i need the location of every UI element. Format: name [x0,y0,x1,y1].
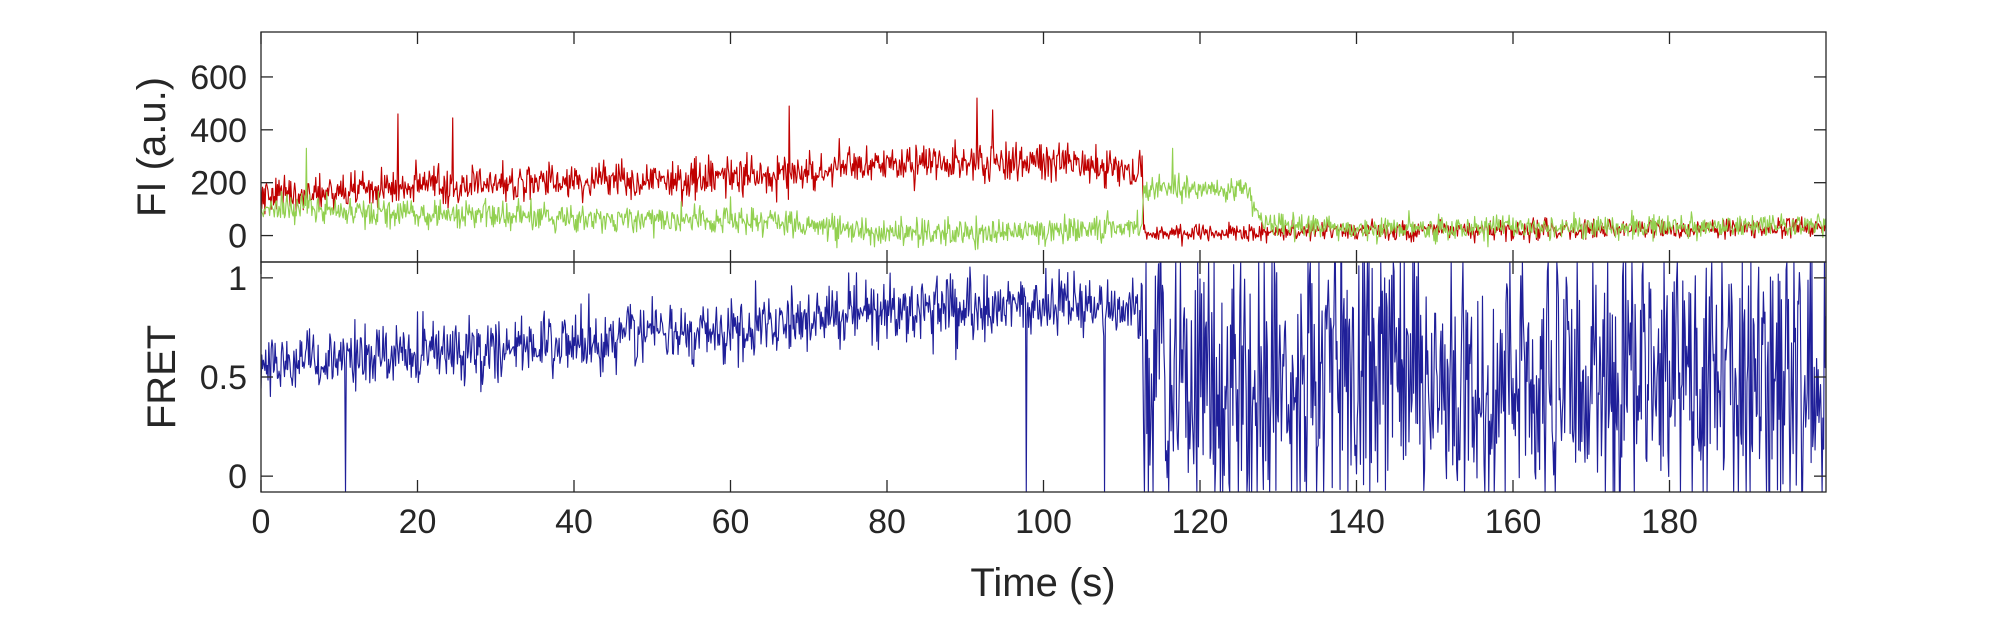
fret-y-axis-label: FRET [140,325,184,429]
time-x-tick-label: 60 [712,503,750,541]
intensity-series-1-line [261,147,1826,251]
time-x-tick-label: 40 [555,503,593,541]
fret-y-tick-label: 0.5 [200,359,247,397]
intensity-y-tick-label: 200 [190,165,247,203]
time-x-tick-label: 140 [1328,503,1385,541]
intensity-y-axis-label: FI (a.u.) [130,77,174,217]
time-x-tick-label: 100 [1015,503,1072,541]
time-x-tick-label: 160 [1485,503,1542,541]
time-x-tick-label: 0 [252,503,271,541]
fret-ticks: 0 0.5 1 0 20 40 60 80 100 120 140 160 180 [200,260,1826,541]
intensity-plot-area [261,97,1826,251]
time-x-tick-label: 80 [868,503,906,541]
time-x-tick-label: 180 [1641,503,1698,541]
intensity-y-tick-label: 400 [190,112,247,150]
intensity-y-tick-label: 600 [190,59,247,97]
fret-panel: 0 0.5 1 0 20 40 60 80 100 120 140 160 180 FRET Time … [140,260,1827,605]
intensity-y-tick-label: 0 [228,218,247,256]
fret-series-0-line [261,262,1826,492]
intensity-ticks: 0 200 400 600 [190,32,1826,262]
time-x-tick-label: 20 [399,503,437,541]
fret-plot-area [261,262,1826,492]
time-x-tick-label: 120 [1172,503,1229,541]
fret-y-tick-label: 1 [228,260,247,298]
intensity-panel: 0 200 400 600 FI (a.u.) [130,31,1827,263]
fret-y-tick-label: 0 [228,458,247,496]
time-x-axis-label: Time (s) [970,561,1115,605]
